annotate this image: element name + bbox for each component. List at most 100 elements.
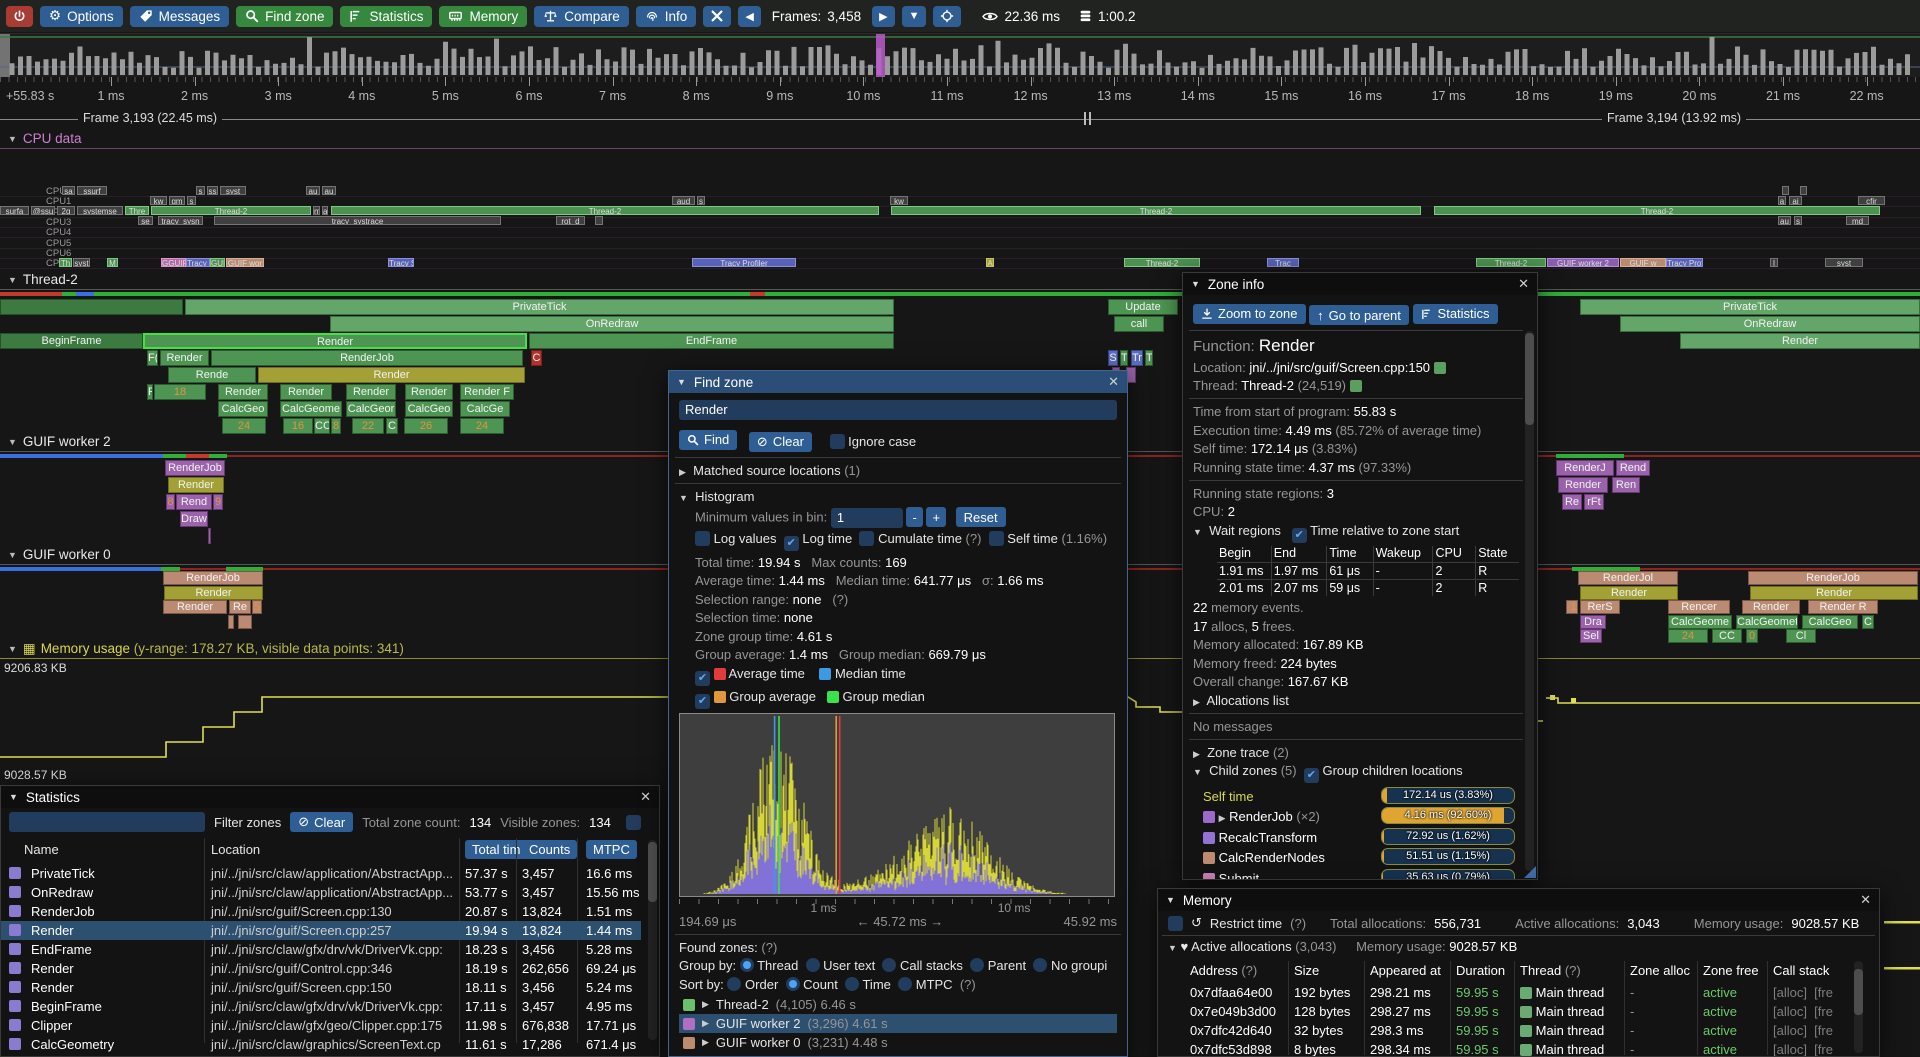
time-relative-checkbox[interactable]: ✔ (1291, 527, 1307, 543)
zone[interactable] (228, 614, 234, 629)
cpu-zone[interactable]: a (1778, 195, 1786, 205)
close-icon[interactable]: ✕ (640, 789, 651, 804)
zone[interactable]: Render (258, 367, 525, 383)
found-zone-group-row[interactable]: ▶ Thread-2 (4,105) 6.46 s (679, 995, 1117, 1014)
cpu-zone[interactable]: Tracy Profiler (1666, 257, 1703, 267)
find-zone-titlebar[interactable]: ▼ Find zone ✕ (669, 371, 1127, 393)
found-zone-group-row[interactable]: ▶ GUIF worker 2 (3,296) 4.61 s (679, 1014, 1117, 1033)
cpu-zone[interactable]: surfa (0, 206, 29, 216)
zone[interactable]: RerS (1580, 600, 1620, 614)
find-button[interactable]: Find (679, 429, 738, 450)
zone[interactable]: Render (1742, 600, 1800, 614)
table-row[interactable]: EndFrame jni/../jni/src/claw/gfx/drv/vk/D… (1, 940, 641, 959)
find-zone-button[interactable]: Find zone (236, 5, 334, 27)
zone[interactable]: Render (280, 384, 332, 400)
memory-button[interactable]: Memory (439, 5, 528, 27)
histogram-section-row[interactable]: ▼ Histogram (679, 488, 755, 504)
zone[interactable]: Re (1562, 494, 1582, 510)
zone[interactable]: Render (160, 350, 209, 366)
frame-overview-strip[interactable] (0, 33, 1920, 77)
shutdown-button[interactable] (6, 5, 33, 27)
cpu-zone[interactable]: kw (150, 195, 167, 205)
cpu-zone[interactable]: rot_d (556, 216, 585, 226)
cpu-zone[interactable]: Tracy ( (186, 257, 210, 267)
thread-swatch[interactable] (1349, 380, 1362, 392)
collapse-icon[interactable]: ▼ (1191, 279, 1200, 289)
radio-call-stacks[interactable] (882, 958, 897, 972)
cpu-zone[interactable]: systemse (77, 206, 123, 216)
close-icon[interactable]: ✕ (1108, 374, 1119, 389)
cpu-zone[interactable]: s (1794, 216, 1802, 226)
close-icon[interactable]: ✕ (1860, 892, 1871, 907)
allocation-row[interactable]: 0x7dfaa64e00 192 bytes 298.21 ms 59.95 s Ma… (1190, 985, 1833, 1000)
source-swatch[interactable] (1433, 361, 1446, 374)
radio-no-groupi[interactable] (1033, 958, 1048, 972)
go-to-parent-button[interactable]: ↑ Go to parent (1309, 305, 1409, 325)
zone[interactable]: Render (405, 384, 453, 400)
table-row[interactable]: PrivateTick jni/../jni/src/claw/applicati… (1, 864, 641, 883)
zone[interactable]: rFt (1584, 494, 1604, 510)
zone[interactable]: 5 (252, 600, 262, 614)
zone[interactable]: RenderJob (163, 571, 263, 585)
cumulate-time-checkbox[interactable] (859, 531, 875, 546)
zone[interactable]: Render (143, 333, 527, 349)
zone[interactable]: Render (168, 477, 224, 493)
zone[interactable]: 26 (404, 418, 448, 434)
cpu-zone[interactable] (1800, 185, 1807, 195)
thread-header[interactable]: ▼ GUIF worker 2 (8, 434, 111, 449)
cpu-zone[interactable]: au (322, 185, 336, 195)
cpu-zone[interactable]: md (1846, 216, 1869, 226)
scrollbar[interactable] (1854, 961, 1863, 1053)
cpu-zone[interactable]: au (306, 185, 320, 195)
sort-total-time[interactable]: Total tim (465, 840, 528, 859)
scroll-thumb[interactable] (648, 842, 657, 902)
cpu-data-header[interactable]: ▼ CPU data (8, 131, 82, 146)
table-row[interactable]: CalcGeometry jni/../jni/src/claw/graphics… (1, 1035, 641, 1054)
cpu-zone[interactable]: ss (207, 185, 218, 195)
cpu-zone[interactable]: tracy_systrace (214, 216, 501, 226)
group-avg-median-checkbox[interactable]: ✔ (695, 694, 710, 709)
child-zones-row[interactable]: ▼ Child zones (5) ✔ Group children locat… (1193, 763, 1463, 783)
cpu-zone[interactable]: aud (672, 195, 695, 205)
search-input[interactable]: Render (679, 400, 1117, 420)
cpu-zone[interactable]: ai (1789, 195, 1802, 205)
radio-order[interactable] (727, 976, 742, 991)
zone[interactable]: CC (314, 418, 330, 434)
filter-input[interactable] (9, 812, 205, 832)
cpu-zone[interactable]: Thread-2 (331, 206, 879, 216)
zone-time-histogram[interactable] (679, 712, 1115, 897)
zone[interactable]: CalcGeome (1668, 614, 1732, 629)
cpu-zone[interactable]: Thread-2 (1124, 257, 1200, 267)
cpu-zone[interactable]: se (138, 216, 153, 226)
zone[interactable]: CalcGeo (405, 401, 453, 417)
zone[interactable]: Render (1558, 477, 1608, 493)
radio-count[interactable] (785, 976, 800, 991)
cpu-zone[interactable]: Trac (1267, 257, 1299, 267)
zone-trace-row[interactable]: ▶ Zone trace (2) (1193, 744, 1289, 760)
resize-grip[interactable] (1524, 866, 1536, 878)
time-ruler[interactable]: +55.83 s 1 ms 2 ms 3 ms 4 ms 5 ms 6 ms 7 ms 8 ms… (0, 77, 1920, 110)
zone[interactable]: Rencer (1668, 600, 1730, 614)
scrollbar[interactable] (648, 840, 657, 1040)
cpu-zone[interactable]: I (1770, 257, 1778, 267)
zone[interactable]: Rend (1616, 460, 1650, 476)
thread-header[interactable]: ▼ GUIF worker 0 (8, 547, 111, 562)
cpu-zone[interactable]: GUIF wor (226, 257, 264, 267)
zone[interactable]: OnRedraw (330, 316, 894, 332)
cpu-zone[interactable]: kw (890, 195, 908, 205)
zoom-to-zone-button[interactable]: Zoom to zone (1193, 303, 1306, 324)
frame-label-right[interactable]: Frame 3,194 (13.92 ms) (1602, 111, 1747, 125)
collapse-icon[interactable]: ▼ (677, 377, 686, 387)
allocation-row[interactable]: 0x7e049b3d00 128 bytes 298.27 ms 59.95 s Ma… (1190, 1004, 1833, 1019)
cpu-zone[interactable]: Th (59, 257, 72, 267)
zone[interactable]: T (1145, 350, 1153, 366)
cpu-zone[interactable]: Thread-2 (151, 206, 311, 216)
cpu-zone[interactable] (1782, 185, 1789, 195)
cpu-zone[interactable]: tracy_sysn (158, 216, 203, 226)
zone[interactable]: call (1114, 316, 1164, 332)
cpu-zone[interactable] (595, 216, 603, 226)
zone[interactable]: CalcGeo (1802, 614, 1858, 629)
allocations-list-row[interactable]: ▶ Allocations list (1193, 692, 1289, 708)
radio-thread[interactable] (739, 958, 754, 972)
prev-frame-button[interactable]: ◀ (738, 5, 761, 27)
